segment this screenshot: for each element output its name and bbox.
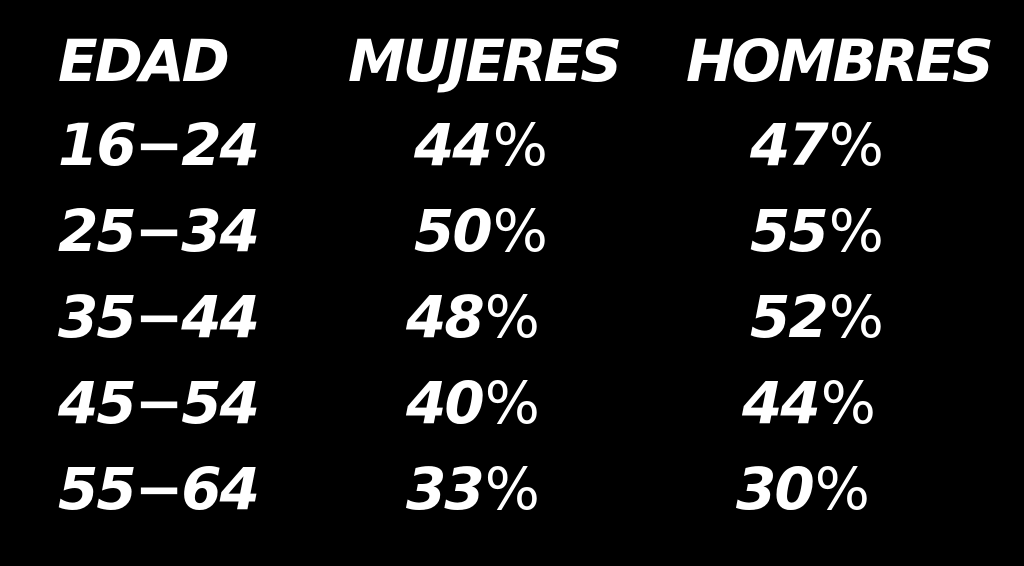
cell-edad: 45−54 (58, 369, 260, 437)
cell-mujeres: 50% (414, 197, 548, 265)
header-mujeres: MUJERES (348, 27, 622, 95)
cell-mujeres: 48% (406, 283, 540, 351)
cell-edad: 55−64 (58, 455, 260, 523)
header-edad: EDAD (58, 27, 230, 95)
cell-hombres: 30% (736, 455, 870, 523)
cell-hombres: 47% (750, 111, 884, 179)
cell-mujeres: 40% (406, 369, 540, 437)
cell-hombres: 44% (742, 369, 876, 437)
cell-mujeres: 33% (406, 455, 540, 523)
cell-edad: 16−24 (58, 111, 260, 179)
cell-hombres: 52% (750, 283, 884, 351)
header-hombres: HOMBRES (686, 27, 994, 95)
cell-edad: 35−44 (58, 283, 260, 351)
cell-edad: 25−34 (58, 197, 260, 265)
cell-hombres: 55% (750, 197, 884, 265)
cell-mujeres: 44% (414, 111, 548, 179)
